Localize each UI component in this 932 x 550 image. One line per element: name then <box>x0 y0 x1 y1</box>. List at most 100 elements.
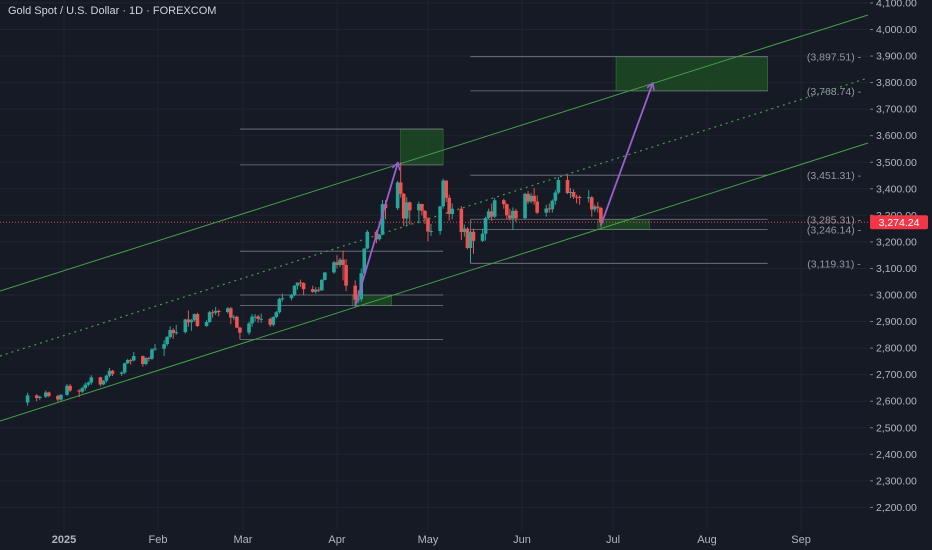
candle-body <box>68 385 72 391</box>
candle-body <box>505 204 509 216</box>
candle-body <box>526 193 530 202</box>
candle-body <box>468 231 473 249</box>
candle-body <box>119 372 124 374</box>
time-tick-label: 2025 <box>52 534 76 546</box>
candle-body <box>395 182 400 209</box>
price-tick-label: 3,000.00 <box>876 290 917 302</box>
price-tick-label: 3,400.00 <box>876 183 917 195</box>
highlight-zones <box>351 56 768 306</box>
price-tick-label: 2,200.00 <box>876 502 917 514</box>
candle-body <box>216 310 221 312</box>
candle-body <box>128 360 133 362</box>
candle-body <box>586 197 591 199</box>
candle-body <box>344 264 348 286</box>
candle-body <box>511 210 515 219</box>
candle-body <box>80 388 84 392</box>
time-tick-label: Apr <box>328 534 345 546</box>
candlestick-series <box>25 162 603 406</box>
candle-body <box>365 231 370 249</box>
candle-body <box>268 318 273 325</box>
candle-body <box>289 295 294 299</box>
candle-body <box>544 208 549 213</box>
time-tick-label: Sep <box>791 534 811 546</box>
candle-body <box>489 211 494 217</box>
time-axis: 2025 Feb Mar Apr May Jun Jul Aug Sep <box>52 534 811 546</box>
candle-body <box>589 197 594 210</box>
candle-body <box>247 323 251 333</box>
candle-body <box>65 385 69 395</box>
candle-body <box>438 206 442 232</box>
candle-body <box>380 204 385 235</box>
candle-body <box>407 202 412 211</box>
candle-body <box>426 218 430 232</box>
price-tick-label: 2,600.00 <box>876 396 917 408</box>
time-tick-label: Aug <box>697 534 717 546</box>
candle-body <box>338 259 342 265</box>
candle-body <box>486 211 491 219</box>
candle-body <box>577 197 582 199</box>
candle-body <box>83 384 88 389</box>
candle-body <box>225 308 230 312</box>
candle-body <box>259 318 263 320</box>
last-price-label: 3,274.24 <box>879 217 920 229</box>
candle-body <box>162 344 166 349</box>
candle-body <box>547 208 552 210</box>
price-tick-label: 4,000.00 <box>876 24 917 36</box>
time-tick-label: Jun <box>513 534 531 546</box>
candle-body <box>256 316 260 319</box>
candle-body <box>341 259 345 265</box>
time-tick-label: Mar <box>233 534 252 546</box>
candle-body <box>556 180 561 193</box>
projection-arrows <box>354 84 652 307</box>
candle-body <box>295 282 300 286</box>
time-tick-label: Jul <box>606 534 620 546</box>
candle-body <box>56 395 60 400</box>
candle-body <box>204 322 209 327</box>
candle-body <box>89 377 94 383</box>
candle-body <box>207 312 212 323</box>
candle-body <box>404 202 409 219</box>
level-label: (3,246.14) - <box>807 225 862 237</box>
candle-body <box>462 228 467 233</box>
chart-title: Gold Spot / U.S. Dollar · 1D · FOREXCOM <box>8 5 217 17</box>
candle-body <box>213 310 218 313</box>
candle-body <box>553 192 558 201</box>
target-zone-april <box>400 128 444 166</box>
candle-body <box>313 289 318 292</box>
price-tick-label: 2,700.00 <box>876 369 917 381</box>
candle-body <box>274 312 279 318</box>
price-tick-label: 3,800.00 <box>876 77 917 89</box>
candle-body <box>277 298 282 313</box>
candle-body <box>250 316 254 324</box>
candle-body <box>417 203 421 211</box>
candle-body <box>183 319 188 333</box>
candle-body <box>571 191 576 197</box>
candle-body <box>420 203 424 211</box>
candle-body <box>37 396 42 399</box>
price-tick-label: 3,500.00 <box>876 157 917 169</box>
candle-body <box>195 314 200 327</box>
candle-body <box>59 394 63 400</box>
candle-body <box>502 200 506 205</box>
channel-lower-line <box>0 142 869 422</box>
candle-body <box>492 200 497 217</box>
candle-body <box>171 330 175 333</box>
candle-body <box>514 210 518 219</box>
candle-body <box>596 206 600 208</box>
candle-body <box>101 380 106 385</box>
candle-body <box>238 327 242 333</box>
price-tick-label: 2,300.00 <box>876 475 917 487</box>
candle-body <box>147 357 151 359</box>
candle-body <box>335 262 339 265</box>
candle-body <box>298 282 303 284</box>
candle-body <box>362 248 367 274</box>
candle-body <box>235 316 239 328</box>
horizontal-levels: (3,897.51) - (3,768.74) - (3,451.31) - (3,2… <box>0 52 868 340</box>
candle-body <box>480 233 485 241</box>
projection-arrow-april <box>354 164 397 307</box>
candle-body <box>450 208 455 215</box>
candle-body <box>356 299 361 301</box>
candle-body <box>599 207 603 223</box>
candle-body <box>447 197 452 215</box>
